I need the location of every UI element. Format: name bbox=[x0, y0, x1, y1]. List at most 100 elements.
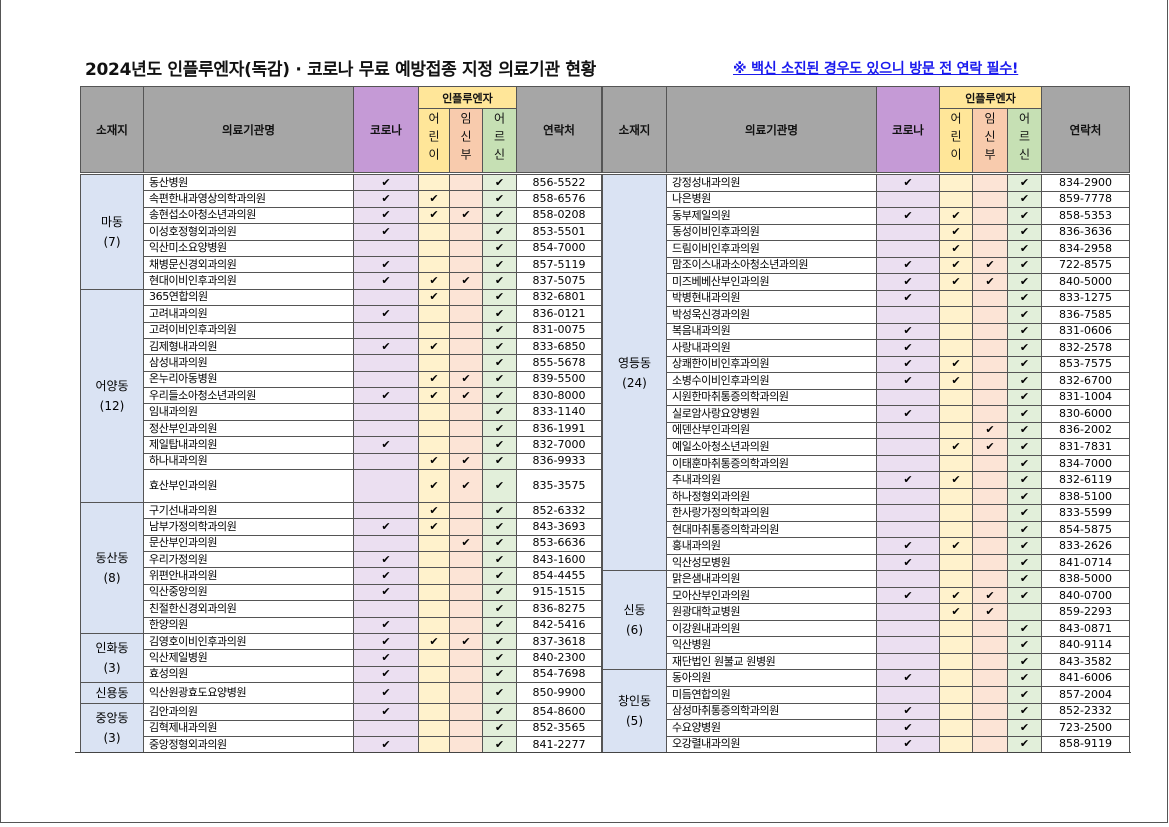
check-cell: ✔ bbox=[1007, 372, 1042, 390]
check-cell bbox=[972, 388, 1008, 407]
facility-name: 고려이비인후과의원 bbox=[143, 321, 354, 339]
check-cell: ✔ bbox=[1007, 586, 1042, 605]
facility-name: 익산원광효도요양병원 bbox=[143, 682, 354, 705]
row: 현대마취통증의학과의원 ✔ 854-5875 bbox=[603, 520, 1130, 539]
check-cell: ✔ bbox=[1007, 355, 1042, 374]
row: 한사랑가정의학과의원 ✔ 833-5599 bbox=[603, 504, 1130, 522]
header-cell: 임신부 bbox=[972, 108, 1008, 174]
district-name: 신동 bbox=[623, 603, 646, 618]
check-cell bbox=[449, 501, 483, 520]
check-cell bbox=[449, 682, 483, 705]
check-cell: ✔ bbox=[482, 649, 517, 667]
check-cell: ✔ bbox=[1007, 702, 1042, 721]
phone: 858-6576 bbox=[516, 190, 602, 208]
check-cell: ✔ bbox=[418, 469, 450, 503]
facility-name: 삼성마취통증의학과의원 bbox=[666, 702, 877, 721]
district-cell: 창인동 (5) bbox=[602, 669, 667, 754]
phone: 840-2300 bbox=[516, 649, 602, 667]
row: 어양동 (12) 365연합의원 ✔ ✔ 832-6801 bbox=[80, 288, 602, 503]
check-cell: ✔ bbox=[353, 665, 419, 684]
check-cell: ✔ bbox=[1007, 223, 1042, 242]
district-count: (3) bbox=[103, 661, 121, 676]
check-cell: ✔ bbox=[972, 586, 1008, 605]
check-cell bbox=[449, 550, 483, 569]
check-cell bbox=[418, 534, 450, 553]
facility-name: 동부제일의원 bbox=[666, 207, 877, 225]
header-cell: 소재지 bbox=[602, 86, 667, 174]
row: 익산성모병원 ✔ ✔ 841-0714 bbox=[603, 553, 1130, 572]
check-cell: ✔ bbox=[876, 273, 940, 291]
check-cell bbox=[418, 403, 450, 421]
check-cell: ✔ bbox=[1007, 438, 1042, 456]
check-cell bbox=[449, 403, 483, 421]
check-cell bbox=[418, 239, 450, 257]
check-cell: ✔ bbox=[482, 354, 517, 372]
check-cell bbox=[353, 534, 419, 553]
facility-name: 중앙정형외과의원 bbox=[143, 735, 354, 754]
check-cell bbox=[972, 520, 1008, 539]
check-cell: ✔ bbox=[876, 372, 940, 390]
check-cell: ✔ bbox=[482, 534, 517, 553]
check-cell bbox=[972, 570, 1008, 588]
check-cell bbox=[418, 600, 450, 618]
row: 모아산부인과의원 ✔ ✔ ✔ ✔ 840-0700 bbox=[603, 586, 1130, 605]
check-cell bbox=[353, 469, 419, 503]
header-cell: 코로나 bbox=[353, 86, 419, 174]
phone: 830-8000 bbox=[516, 387, 602, 405]
row: 이강원내과의원 ✔ 843-0871 bbox=[603, 619, 1130, 638]
check-cell: ✔ bbox=[353, 649, 419, 667]
district-cell: 인화동 (3) bbox=[80, 632, 144, 684]
facility-name: 원광대학교병원 bbox=[666, 603, 877, 621]
district-name: 어양동 bbox=[95, 378, 129, 393]
check-cell: ✔ bbox=[1007, 405, 1042, 423]
check-cell bbox=[939, 504, 973, 522]
check-cell: ✔ bbox=[939, 207, 973, 225]
check-cell bbox=[449, 419, 483, 438]
check-cell: ✔ bbox=[876, 537, 940, 555]
row: 원광대학교병원 ✔ ✔ 859-2293 bbox=[603, 603, 1130, 621]
phone: 831-0606 bbox=[1041, 322, 1130, 341]
phone: 832-6119 bbox=[1041, 471, 1130, 489]
check-cell bbox=[939, 619, 973, 638]
check-cell bbox=[939, 289, 973, 308]
row: 친절한신경외과의원 ✔ 836-8275 bbox=[81, 600, 602, 618]
check-cell bbox=[418, 703, 450, 721]
check-cell bbox=[876, 570, 940, 588]
check-cell: ✔ bbox=[418, 518, 450, 536]
check-cell bbox=[418, 354, 450, 372]
check-cell: ✔ bbox=[1007, 306, 1042, 324]
row: 삼성내과의원 ✔ 855-5678 bbox=[81, 354, 602, 372]
check-cell bbox=[972, 322, 1008, 341]
facility-name: 익산성모병원 bbox=[666, 553, 877, 572]
phone: 839-5500 bbox=[516, 370, 602, 389]
district-count: (7) bbox=[103, 234, 121, 249]
check-cell: ✔ bbox=[1007, 339, 1042, 357]
phone: 841-0714 bbox=[1041, 553, 1130, 572]
facility-name: 문산부인과의원 bbox=[143, 534, 354, 553]
check-cell: ✔ bbox=[449, 370, 483, 389]
phone: 723-2500 bbox=[1041, 719, 1130, 737]
check-cell: ✔ bbox=[972, 256, 1008, 275]
district-cell: 신용동 bbox=[80, 682, 144, 705]
check-cell bbox=[418, 583, 450, 602]
check-cell: ✔ bbox=[482, 501, 517, 520]
facility-name: 온누리아동병원 bbox=[143, 370, 354, 389]
check-cell bbox=[876, 240, 940, 258]
facility-name: 시원한마취통증의학과의원 bbox=[666, 388, 877, 407]
phone: 833-5599 bbox=[1041, 504, 1130, 522]
row: 맘조이스내과소아청소년과의원 ✔ ✔ ✔ ✔ 722-8575 bbox=[603, 256, 1130, 275]
row: 현대이비인후과의원 ✔ ✔ ✔ ✔ 837-5075 bbox=[81, 272, 602, 290]
row: 인화동 (3) 김영호이비인후과의원 ✔ ✔ ✔ ✔ 837-3618 bbox=[80, 632, 602, 684]
check-cell: ✔ bbox=[482, 272, 517, 290]
phone: 834-7000 bbox=[1041, 454, 1130, 473]
check-cell: ✔ bbox=[353, 223, 419, 241]
district-count: (12) bbox=[99, 398, 125, 413]
check-cell: ✔ bbox=[1007, 619, 1042, 638]
check-cell bbox=[972, 471, 1008, 489]
check-cell bbox=[449, 719, 483, 737]
row: 실로암사랑요양병원 ✔ ✔ 830-6000 bbox=[603, 405, 1130, 423]
phone: 852-6332 bbox=[516, 501, 602, 520]
check-cell bbox=[972, 702, 1008, 721]
check-cell: ✔ bbox=[449, 469, 483, 503]
check-cell bbox=[418, 665, 450, 684]
